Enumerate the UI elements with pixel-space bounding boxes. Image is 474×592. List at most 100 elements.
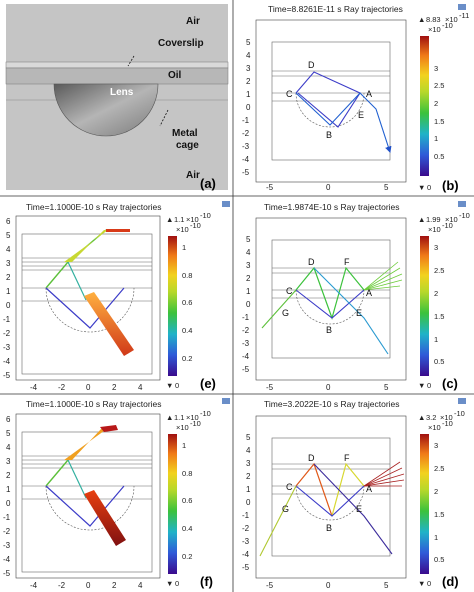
colorbar-scale-times: ×10 xyxy=(428,25,441,34)
colorbar-scale-exponent: -10 xyxy=(190,419,201,428)
lens-outline xyxy=(295,92,365,128)
ray-path-f3 xyxy=(67,459,87,499)
ytick-label: 2 xyxy=(6,273,11,282)
panel-e-window-icon xyxy=(222,201,230,207)
label-oil: Oil xyxy=(168,70,182,81)
colorbar-tick: 3 xyxy=(434,441,438,450)
colorbar-tick: 0.2 xyxy=(182,354,192,363)
colorbar-scale-times: ×10 xyxy=(176,423,189,432)
point-label-A: A xyxy=(366,89,372,99)
ytick-label: -5 xyxy=(242,563,250,572)
label-air-top: Air xyxy=(186,16,200,27)
lens-hemisphere xyxy=(53,83,159,137)
point-label-G: G xyxy=(282,308,289,318)
ytick-label: -2 xyxy=(242,524,250,533)
xtick-label: -5 xyxy=(266,383,274,392)
point-label-F: F xyxy=(344,453,350,463)
panel-d-label: (d) xyxy=(442,574,459,589)
xtick-label: 2 xyxy=(112,581,117,590)
ytick-label: 3 xyxy=(6,259,11,268)
lens-outline xyxy=(295,289,365,325)
panel-d-axes-frame xyxy=(255,415,407,579)
colorbar-min-value: 0 xyxy=(427,183,431,192)
panel-f-title: Time=1.1000E-10 s Ray trajectories xyxy=(26,399,162,409)
panel-d-window-icon xyxy=(458,398,466,404)
ytick-label: 1 xyxy=(246,485,251,494)
ytick-label: 3 xyxy=(6,457,11,466)
ytick-label: 0 xyxy=(246,103,251,112)
panel-e-axes-frame xyxy=(15,215,161,381)
ytick-label: -5 xyxy=(3,371,11,380)
ytick-label: -3 xyxy=(242,537,250,546)
lens-outline xyxy=(45,287,135,333)
colorbar-scale-times: ×10 xyxy=(176,225,189,234)
beam-exit xyxy=(106,229,130,232)
colorbar-tick: 2 xyxy=(434,289,438,298)
ytick-label: 2 xyxy=(246,472,251,481)
colorbar-min-marker: ▼ xyxy=(166,579,173,588)
ray-path-c2 xyxy=(295,289,365,319)
ytick-label: -2 xyxy=(242,326,250,335)
ytick-label: 5 xyxy=(246,235,251,244)
colorbar-tick: 0.6 xyxy=(182,496,192,505)
panel-b-axes-frame xyxy=(255,19,407,183)
ytick-label: -2 xyxy=(3,527,11,536)
ytick-label: -3 xyxy=(242,339,250,348)
point-label-E: E xyxy=(356,504,362,514)
xtick-label: 5 xyxy=(384,383,389,392)
ytick-label: 5 xyxy=(246,433,251,442)
colorbar-tick: 3 xyxy=(434,64,438,73)
colorbar-min-marker: ▼ xyxy=(418,183,425,192)
panel-c-xticks: -5 0 5 xyxy=(266,383,389,392)
ytick-label: -4 xyxy=(242,550,250,559)
colorbar-scale-exponent: -10 xyxy=(442,221,453,230)
colorbar-scale-times: ×10 xyxy=(428,423,441,432)
ytick-label: 0 xyxy=(246,300,251,309)
colorbar-tick: 1 xyxy=(434,533,438,542)
colorbar-tick: 2.5 xyxy=(434,266,444,275)
beam-upper xyxy=(64,230,108,262)
colorbar-max-exponent: -10 xyxy=(459,211,470,220)
colorbar-max-marker: ▲ xyxy=(418,15,425,24)
colorbar-scale-exponent: -10 xyxy=(442,21,453,30)
ytick-label: -1 xyxy=(3,513,11,522)
ray-path-e3 xyxy=(67,261,87,301)
panel-d-xticks: -5 0 5 xyxy=(266,581,389,590)
colorbar-tick: 0.5 xyxy=(434,357,444,366)
colorbar-max-times: ×10 xyxy=(186,215,199,224)
ytick-label: -3 xyxy=(3,343,11,352)
ytick-label: 3 xyxy=(246,261,251,270)
colorbar-max-value: 3.2 xyxy=(426,413,436,422)
xtick-label: -5 xyxy=(266,581,274,590)
colorbar-tick: 0.4 xyxy=(182,326,192,335)
ytick-label: 1 xyxy=(246,90,251,99)
ytick-label: -4 xyxy=(3,357,11,366)
point-label-D: D xyxy=(308,453,315,463)
panel-d-title: Time=3.2022E-10 s Ray trajectories xyxy=(264,399,400,409)
ytick-label: 2 xyxy=(6,471,11,480)
colorbar xyxy=(168,236,177,376)
ytick-label: 5 xyxy=(246,38,251,47)
panel-f-window-icon xyxy=(222,398,230,404)
panel-b-window-icon xyxy=(458,4,466,10)
colorbar-max-value: 8.83 xyxy=(426,15,441,24)
colorbar-min-value: 0 xyxy=(427,381,431,390)
ray-path-f2 xyxy=(45,485,125,527)
xtick-label: 0 xyxy=(326,581,331,590)
ray-path-d4 xyxy=(313,463,393,555)
ytick-label: -1 xyxy=(242,511,250,520)
colorbar-tick: 1 xyxy=(434,134,438,143)
xtick-label: 5 xyxy=(384,183,389,192)
point-label-C: C xyxy=(286,482,293,492)
ytick-label: -5 xyxy=(242,365,250,374)
point-label-A: A xyxy=(366,484,372,494)
colorbar-max-exponent: -10 xyxy=(454,409,465,418)
ytick-label: 2 xyxy=(246,77,251,86)
colorbar-tick: 1.5 xyxy=(434,117,444,126)
colorbar-tick: 2 xyxy=(434,487,438,496)
colorbar-tick: 2 xyxy=(434,99,438,108)
point-label-B: B xyxy=(326,523,332,533)
colorbar-tick: 0.5 xyxy=(434,555,444,564)
colorbar-max-marker: ▲ xyxy=(166,215,173,224)
colorbar-max-times: ×10 xyxy=(445,15,458,24)
